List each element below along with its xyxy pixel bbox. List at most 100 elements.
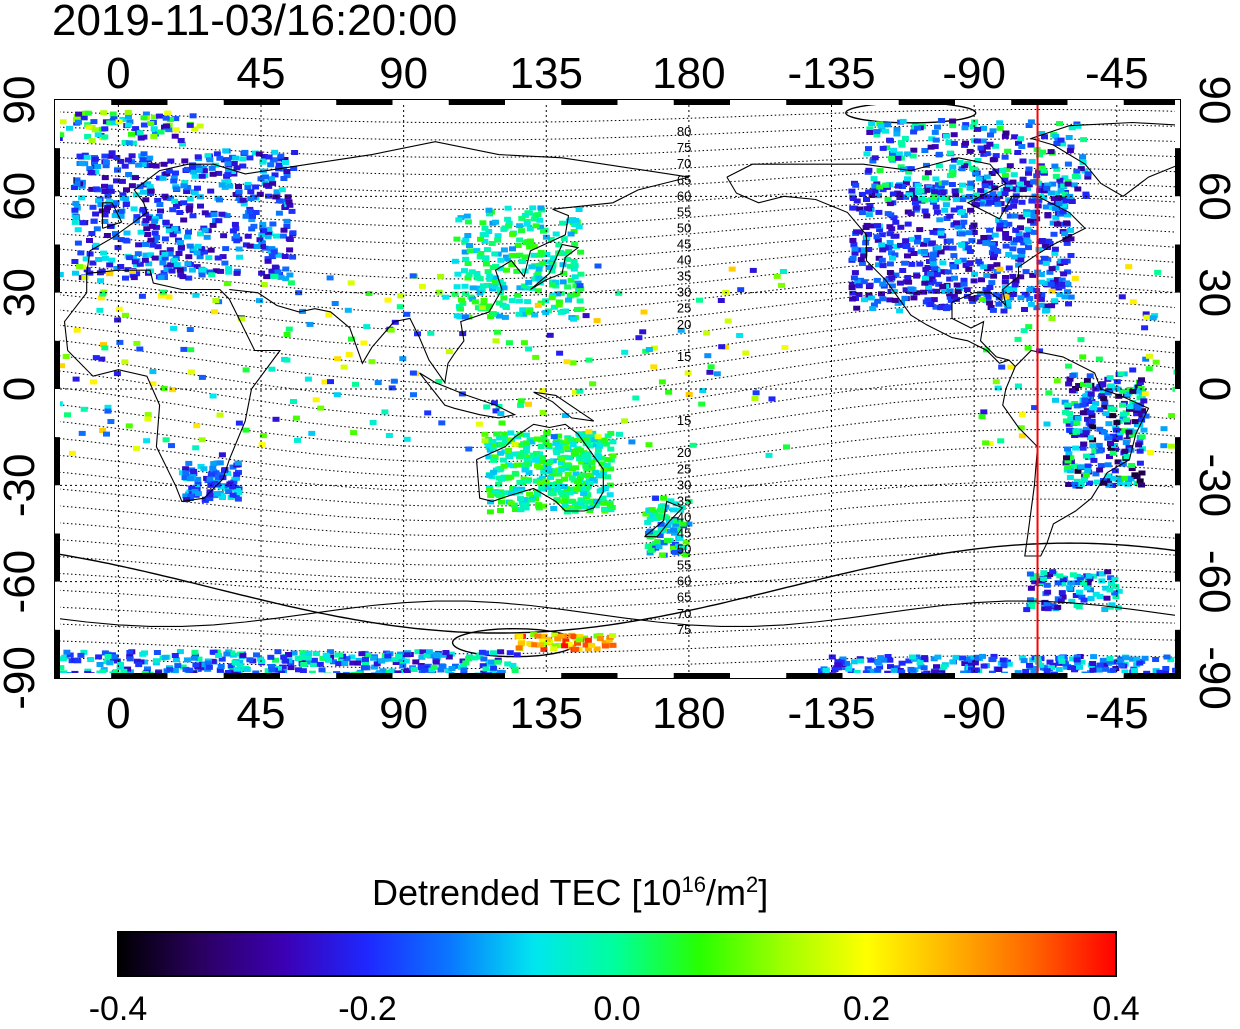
tec-point-north-america — [863, 206, 871, 212]
tec-point-europe — [147, 252, 155, 258]
tec-point-east-asia — [495, 300, 503, 306]
tec-point-north-america — [925, 284, 932, 290]
tec-point-south-america — [1074, 416, 1082, 421]
tec-point-antarctica-west — [990, 653, 998, 659]
tec-point-north-america — [1060, 271, 1068, 277]
tec-point-europe — [86, 251, 94, 257]
tec-point-east-asia — [567, 231, 575, 237]
tec-point-north-america — [1011, 213, 1019, 219]
tec-point-antarctica-west — [850, 659, 858, 665]
tec-point-australia — [499, 457, 507, 463]
tec-point-scattered — [391, 319, 399, 325]
tec-point-scattered — [256, 298, 263, 304]
tec-point-antarctica-west — [822, 667, 830, 673]
tec-point-australia — [555, 478, 563, 484]
tec-point-antarctica-east — [448, 666, 456, 671]
axis-scale-bar — [111, 100, 168, 105]
tec-point-scattered — [143, 438, 151, 444]
tec-point-australia — [545, 442, 553, 448]
tec-point-north-america — [968, 238, 976, 244]
tec-point-canada-arctic — [873, 132, 881, 138]
tec-point-europe — [124, 267, 132, 273]
tec-point-north-america — [963, 287, 971, 293]
tec-point-scattered — [563, 359, 571, 365]
tec-point-europe — [235, 246, 243, 252]
tec-point-europe — [144, 181, 152, 187]
tec-point-scattered — [101, 345, 109, 351]
tec-point-antarctica-east — [432, 652, 440, 658]
tec-point-scattered — [381, 409, 389, 415]
tec-point-north-america — [954, 259, 962, 265]
tec-point-antarctica-west — [876, 664, 884, 670]
tec-point-south-america — [1066, 376, 1074, 382]
tec-point-scattered — [218, 452, 226, 458]
tec-point-scattered — [550, 434, 558, 440]
tec-point-antarctica-west — [1037, 662, 1045, 668]
tec-point-east-asia — [523, 218, 531, 224]
tec-point-north-america — [933, 230, 941, 236]
axis-scale-bar — [1067, 100, 1124, 105]
tec-point-east-asia — [485, 207, 493, 213]
tec-point-ross-sea — [609, 642, 617, 648]
tec-point-north-america — [1054, 221, 1061, 227]
tec-point-north-america — [1048, 303, 1056, 309]
tec-point-canada-arctic — [949, 164, 957, 170]
tec-point-scattered — [1160, 443, 1168, 449]
tec-point-south-africa — [229, 492, 237, 498]
tec-point-antarctica-west — [1063, 664, 1071, 670]
tec-point-antarctica-east — [506, 650, 514, 656]
tec-point-east-asia — [516, 223, 524, 229]
tec-point-europe — [220, 233, 228, 239]
tec-point-scattered — [268, 366, 276, 372]
tec-point-canada-arctic — [983, 151, 991, 157]
tec-point-europe — [172, 170, 179, 176]
tec-point-europe — [107, 153, 115, 159]
tec-point-scattered — [211, 309, 219, 315]
tec-point-north-america — [1042, 238, 1050, 244]
tec-point-ross-sea — [609, 633, 617, 639]
tec-point-north-america — [896, 280, 904, 286]
tec-point-australia — [557, 460, 565, 466]
tec-point-canada-arctic — [865, 167, 873, 173]
tec-point-europe — [258, 240, 266, 246]
tec-point-arctic-europe — [121, 140, 129, 145]
tec-point-antarctica-east — [304, 655, 312, 661]
tec-point-scattered — [344, 307, 352, 313]
tec-point-antarctica-east — [280, 654, 288, 660]
tec-point-antarctica-east — [414, 649, 422, 655]
tec-point-canada-arctic — [989, 157, 997, 163]
axis-scale-bar — [448, 673, 505, 678]
tec-point-north-america — [946, 291, 954, 297]
tec-point-arctic-europe — [126, 119, 134, 125]
tec-point-antarctica-west — [1163, 654, 1171, 660]
tec-point-north-america — [965, 261, 973, 267]
tec-point-drake — [1092, 591, 1100, 597]
tec-point-east-asia — [522, 240, 530, 246]
tec-point-scattered — [706, 369, 714, 375]
tec-point-north-america — [848, 281, 856, 287]
tec-point-north-america — [925, 184, 933, 190]
tec-point-east-asia — [520, 311, 528, 317]
tec-point-antarctica-west — [930, 656, 938, 662]
tec-point-europe — [94, 164, 102, 169]
tec-point-south-america — [1114, 477, 1122, 483]
tec-point-canada-arctic — [884, 122, 892, 128]
tec-point-arctic-europe — [196, 123, 204, 129]
tec-point-europe — [249, 213, 256, 219]
tec-point-canada-arctic — [921, 148, 929, 153]
tec-point-scattered — [640, 309, 648, 315]
axis-scale-bar — [898, 100, 955, 105]
tec-point-east-asia — [538, 260, 546, 266]
tec-point-south-america — [1105, 482, 1113, 488]
tec-point-antarctica-east — [391, 657, 399, 663]
contour-label: 50 — [677, 542, 691, 557]
tec-point-europe — [194, 243, 202, 249]
tec-point-north-america — [879, 263, 887, 269]
tec-point-australia — [553, 497, 561, 503]
tec-point-scattered — [582, 313, 590, 319]
tec-point-north-america — [920, 241, 927, 247]
tec-point-antarctica-west — [1102, 666, 1110, 672]
tec-point-north-america — [901, 260, 909, 266]
tec-point-antarctica-east — [227, 663, 235, 669]
tec-point-europe — [157, 275, 165, 281]
